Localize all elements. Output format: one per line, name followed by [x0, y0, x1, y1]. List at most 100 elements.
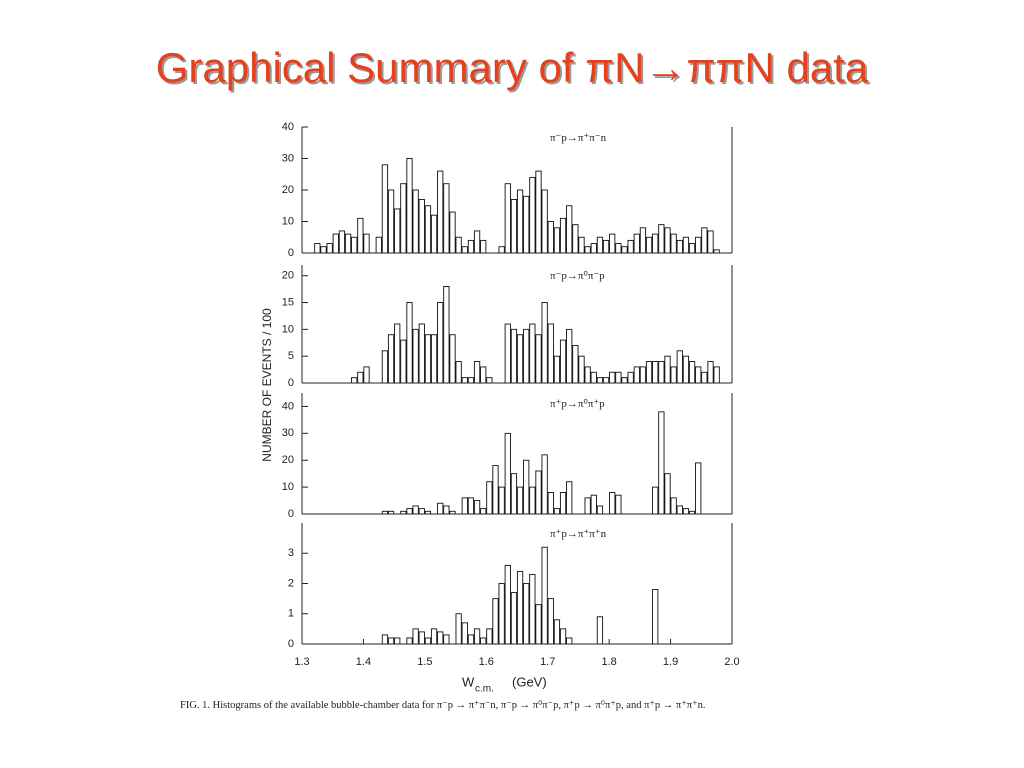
bar [437, 302, 444, 384]
bar [523, 459, 530, 515]
bar [553, 508, 561, 515]
bar [455, 361, 462, 384]
x-axis-label: W [462, 674, 475, 689]
bar [516, 189, 524, 254]
x-tick-label: 1.8 [601, 656, 616, 668]
bar [412, 189, 419, 254]
bar [572, 224, 579, 254]
bar [596, 236, 604, 254]
bar [658, 361, 665, 384]
bar [566, 637, 573, 645]
bar [602, 377, 610, 384]
bar [652, 361, 659, 384]
bar [461, 377, 468, 384]
bar [695, 366, 702, 384]
x-tick-label: 1.3 [294, 656, 309, 668]
bar [609, 371, 616, 384]
bar [363, 233, 370, 254]
bar [670, 497, 677, 515]
bar [418, 323, 425, 384]
bar [461, 497, 468, 515]
bar [547, 221, 554, 254]
bar [541, 302, 548, 384]
bar [326, 243, 333, 254]
bar [412, 328, 419, 384]
bar [535, 170, 542, 254]
bar [387, 334, 395, 384]
y-tick-label: 15 [282, 296, 294, 308]
bar [467, 634, 475, 645]
bar [652, 233, 659, 254]
bar [387, 637, 395, 645]
bar [504, 432, 511, 515]
bar [455, 613, 462, 645]
bar [695, 462, 702, 515]
bar [381, 634, 389, 645]
bar [498, 246, 505, 254]
bar [547, 323, 554, 384]
bar [701, 371, 708, 384]
panel-title: π⁻p→π⁰π⁻p [550, 270, 605, 282]
bar [578, 355, 585, 384]
panel-title: π⁻p→π⁺π⁻n [550, 132, 607, 144]
x-tick-label: 2.0 [724, 656, 739, 668]
bar [480, 508, 487, 515]
y-tick-label: 2 [288, 577, 294, 589]
bar [424, 334, 432, 384]
bar [314, 243, 321, 254]
bar [529, 176, 536, 254]
bar [394, 208, 401, 254]
bar [584, 497, 591, 515]
bar [541, 546, 548, 645]
bar [682, 236, 690, 254]
bar [566, 481, 573, 515]
bar [412, 505, 419, 515]
bar [596, 616, 604, 645]
bar [590, 371, 597, 384]
bar [541, 454, 548, 515]
bar [467, 239, 475, 254]
bar [523, 328, 530, 384]
bar [412, 628, 419, 645]
bar [590, 494, 597, 515]
bar [529, 486, 536, 515]
bar [406, 158, 413, 254]
x-tick-label: 1.4 [356, 656, 371, 668]
y-tick-label: 20 [282, 454, 294, 466]
bar [713, 366, 720, 384]
bar [609, 492, 616, 515]
bar [578, 236, 585, 254]
bar [418, 508, 425, 515]
bar [357, 371, 364, 384]
bar [676, 350, 683, 384]
bar [572, 345, 579, 384]
bar [443, 505, 450, 515]
bar [320, 246, 327, 254]
bar [424, 205, 432, 254]
y-tick-label: 0 [288, 508, 294, 520]
bar [615, 494, 622, 515]
bar [504, 564, 511, 645]
bar [621, 246, 628, 254]
bar [664, 473, 671, 515]
bar [492, 598, 499, 645]
bar [516, 334, 524, 384]
y-tick-label: 10 [282, 481, 294, 493]
bar [633, 233, 640, 254]
bar [437, 502, 444, 515]
bar [566, 328, 573, 384]
bar [510, 473, 518, 515]
y-tick-label: 5 [288, 350, 294, 362]
panel-title: π⁺p→π⁰π⁺p [550, 398, 605, 410]
bar [541, 189, 548, 254]
y-tick-label: 20 [282, 184, 294, 196]
bar [486, 628, 493, 645]
y-tick-label: 0 [288, 377, 294, 389]
bar [707, 230, 714, 254]
bar [553, 355, 561, 384]
bar [443, 286, 450, 384]
y-tick-label: 10 [282, 215, 294, 227]
bar [596, 377, 604, 384]
figure-caption: FIG. 1. Histograms of the available bubb… [180, 699, 706, 711]
bar [467, 497, 475, 515]
